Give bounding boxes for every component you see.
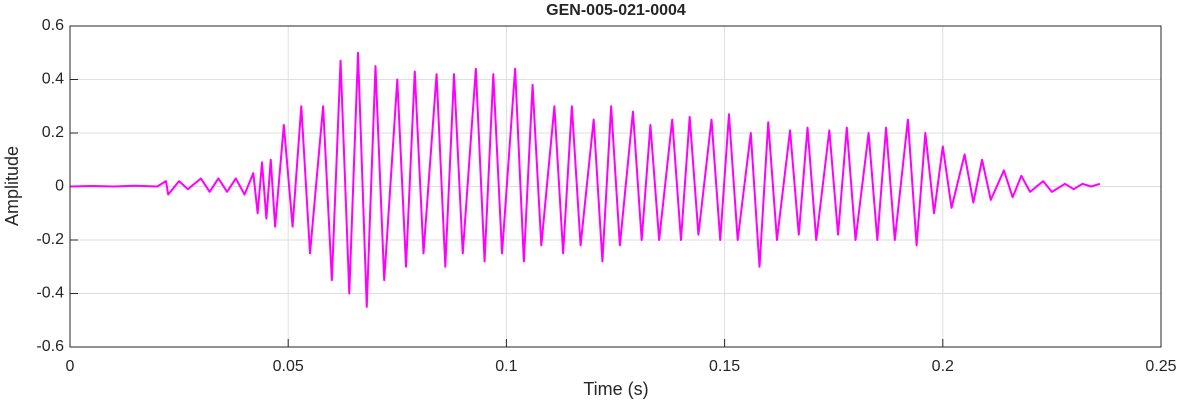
x-tick-label: 0.2: [932, 358, 954, 375]
y-tick-label: -0.2: [36, 231, 64, 248]
x-tick-label: 0: [66, 358, 75, 375]
x-tick-label: 0.05: [273, 358, 304, 375]
plot-frame: [69, 25, 1162, 348]
x-tick-label: 0.25: [1145, 358, 1176, 375]
waveform-line: [69, 51, 1101, 308]
y-tick-label: 0.2: [42, 124, 64, 141]
chart-title: GEN-005-021-0004: [546, 2, 686, 19]
x-tick-label: 0.1: [495, 358, 517, 375]
y-tick-label: 0.6: [42, 17, 64, 34]
y-tick-label: 0: [55, 178, 64, 195]
y-tick-label: -0.6: [36, 338, 64, 355]
y-tick-label: 0.4: [42, 71, 64, 88]
x-tick-label: 0.15: [709, 358, 740, 375]
y-axis-label: Amplitude: [2, 146, 22, 226]
y-tick-label: -0.4: [36, 285, 64, 302]
x-axis-label: Time (s): [583, 379, 648, 399]
